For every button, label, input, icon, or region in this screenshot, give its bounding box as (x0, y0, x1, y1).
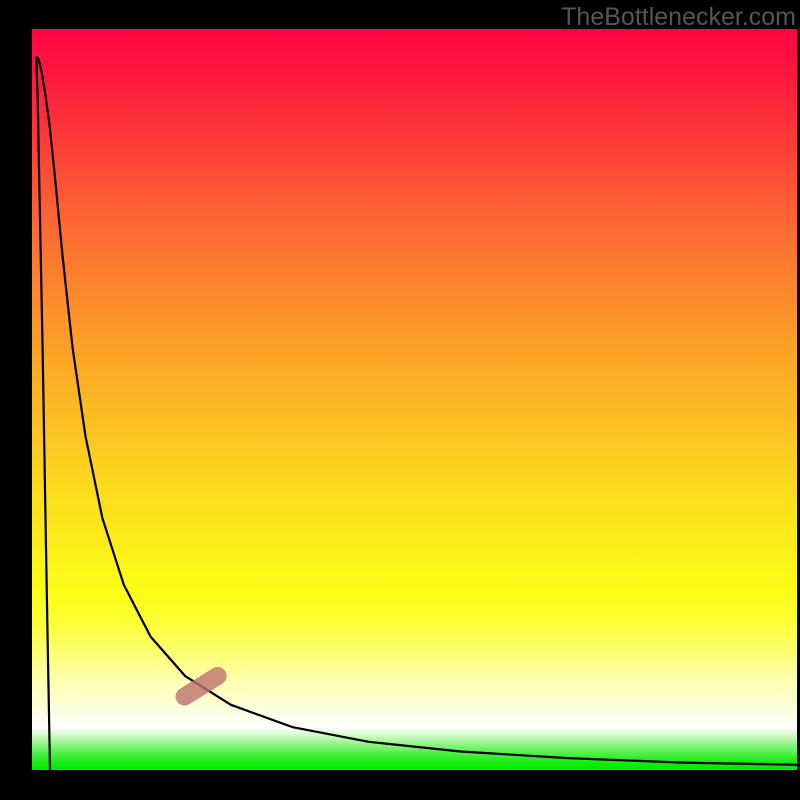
plot-area (32, 29, 797, 770)
watermark-text: TheBottlenecker.com (561, 3, 796, 32)
chart-frame: TheBottlenecker.com (0, 0, 800, 800)
